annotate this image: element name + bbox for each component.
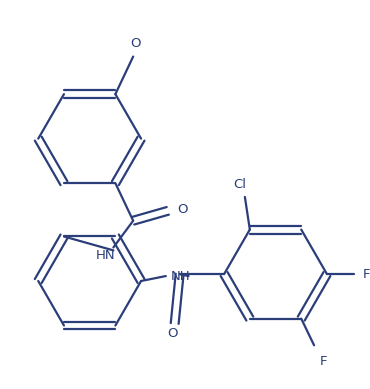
Text: O: O	[168, 327, 178, 340]
Text: NH: NH	[171, 270, 191, 282]
Text: HN: HN	[96, 249, 115, 262]
Text: Cl: Cl	[233, 178, 246, 191]
Text: F: F	[320, 355, 328, 368]
Text: O: O	[130, 37, 140, 50]
Text: O: O	[177, 203, 188, 216]
Text: F: F	[363, 268, 370, 280]
